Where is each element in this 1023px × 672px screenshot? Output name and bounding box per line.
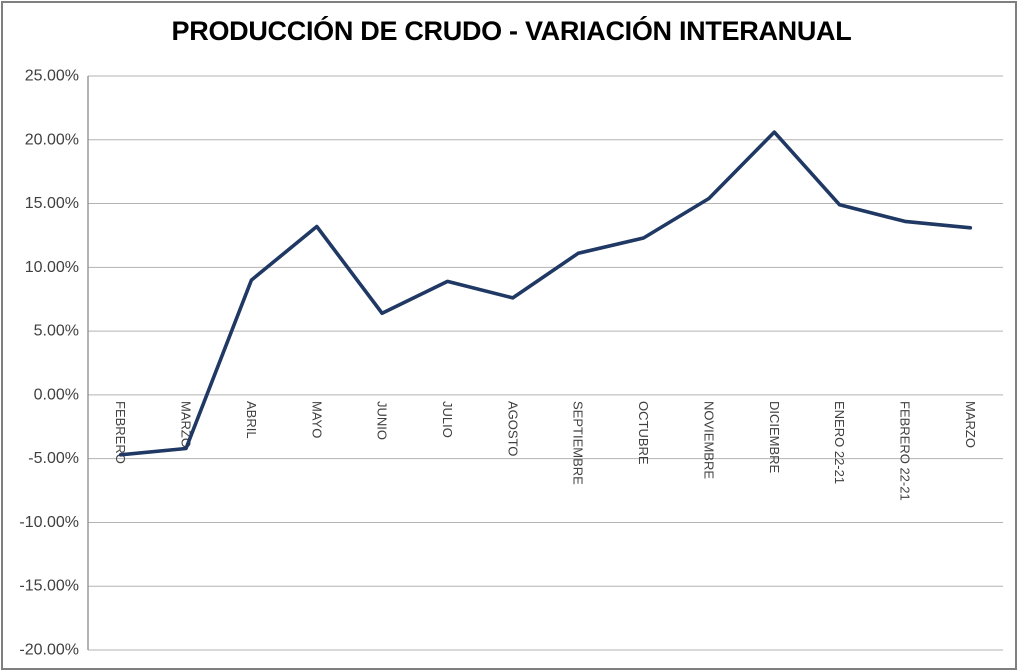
x-category-label: OCTUBRE <box>636 401 651 465</box>
series-line <box>118 130 973 457</box>
y-tick-label: -15.00% <box>19 578 79 595</box>
y-tick-label: 0.00% <box>34 386 79 403</box>
x-category-label: MAYO <box>309 401 324 438</box>
x-category-label: AGOSTO <box>505 401 520 456</box>
x-category-label: SEPTIEMBRE <box>571 401 586 485</box>
y-tick-label: 10.00% <box>25 259 79 276</box>
x-category-label: NOVIEMBRE <box>701 401 716 479</box>
y-tick-label: -20.00% <box>19 642 79 659</box>
x-category-label: ENERO 22-21 <box>832 401 847 484</box>
x-category-label: JULIO <box>440 401 455 438</box>
y-tick-label: -10.00% <box>19 514 79 531</box>
y-tick-label: 15.00% <box>25 195 79 212</box>
x-category-label: FEBRERO <box>113 401 128 464</box>
y-tick-label: -5.00% <box>28 450 79 467</box>
y-tick-label: 20.00% <box>25 131 79 148</box>
x-category-label: MARZO <box>179 401 194 448</box>
x-category-label: DICIEMBRE <box>767 401 782 474</box>
x-category-label: ABRIL <box>244 401 259 439</box>
x-category-label: JUNIO <box>375 401 390 440</box>
x-category-label: MARZO <box>963 401 978 448</box>
y-tick-label: 5.00% <box>34 323 79 340</box>
chart-title: PRODUCCIÓN DE CRUDO - VARIACIÓN INTERANU… <box>171 16 852 46</box>
x-category-label: FEBRERO 22-21 <box>897 401 912 501</box>
y-tick-label: 25.00% <box>25 68 79 85</box>
